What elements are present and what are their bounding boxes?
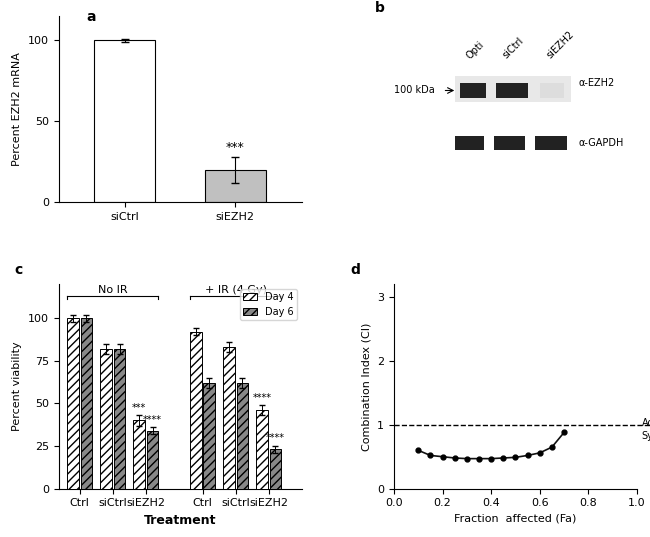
Legend: Day 4, Day 6: Day 4, Day 6	[240, 289, 296, 320]
Bar	[455, 136, 484, 150]
Text: c: c	[15, 263, 23, 277]
Text: + IR (4 Gy): + IR (4 Gy)	[205, 285, 266, 295]
Text: siCtrl: siCtrl	[501, 36, 526, 61]
Text: No IR: No IR	[98, 285, 127, 295]
Text: ****: ****	[266, 433, 285, 444]
Bar	[270, 449, 281, 489]
Bar	[100, 349, 112, 489]
Text: a: a	[86, 10, 96, 24]
Bar	[81, 318, 92, 489]
Bar	[496, 83, 528, 98]
Bar	[535, 136, 567, 150]
Text: b: b	[374, 2, 384, 16]
Bar	[147, 431, 159, 489]
X-axis label: Treatment: Treatment	[144, 514, 216, 527]
Bar	[223, 347, 235, 489]
Text: ****: ****	[252, 393, 272, 403]
Bar	[455, 76, 571, 101]
Text: 100 kDa: 100 kDa	[394, 85, 435, 96]
Bar	[237, 383, 248, 489]
Text: siEZH2: siEZH2	[545, 30, 576, 61]
X-axis label: Fraction  affected (Fa): Fraction affected (Fa)	[454, 514, 577, 524]
Text: Opti: Opti	[464, 39, 486, 61]
Text: α-EZH2: α-EZH2	[578, 78, 615, 88]
Bar	[67, 318, 79, 489]
Text: Additive: Additive	[642, 418, 650, 428]
Y-axis label: Percent EZH2 mRNA: Percent EZH2 mRNA	[12, 52, 22, 166]
Bar	[493, 136, 525, 150]
Text: α-GAPDH: α-GAPDH	[578, 137, 624, 148]
Text: ***: ***	[132, 403, 146, 413]
Bar	[540, 83, 564, 98]
Text: ****: ****	[143, 415, 162, 425]
Bar	[94, 40, 155, 202]
Bar	[190, 332, 202, 489]
Bar	[133, 420, 145, 489]
Bar	[460, 83, 486, 98]
Text: d: d	[350, 263, 360, 277]
Bar	[205, 170, 266, 202]
Bar	[114, 349, 125, 489]
Text: ***: ***	[226, 141, 244, 154]
Y-axis label: Percent viability: Percent viability	[12, 342, 22, 431]
Y-axis label: Combination Index (CI): Combination Index (CI)	[361, 322, 372, 451]
Bar	[203, 383, 215, 489]
Text: Synergism: Synergism	[642, 431, 650, 441]
Bar	[256, 410, 268, 489]
